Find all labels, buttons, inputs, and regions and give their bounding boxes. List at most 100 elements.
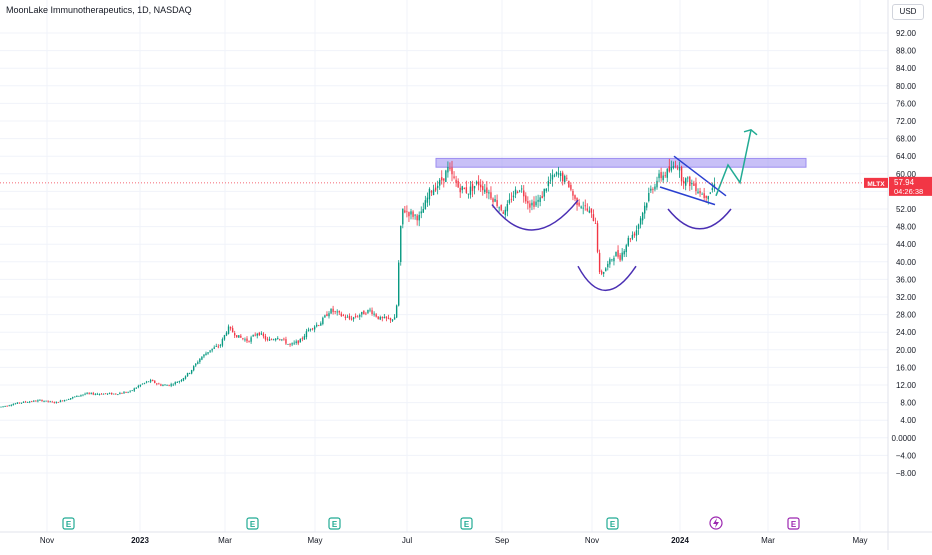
candle-body [592, 214, 595, 221]
x-tick-label: 2024 [671, 536, 689, 545]
candle-body [307, 329, 310, 332]
candle-body [467, 193, 470, 195]
candle-body [451, 167, 453, 175]
candle-body [350, 318, 353, 320]
candle-body [613, 257, 615, 262]
cup-arc-3[interactable] [667, 208, 732, 230]
y-tick-label: 80.00 [896, 82, 917, 91]
candle-body [31, 401, 33, 403]
y-tick-label: −8.00 [896, 469, 917, 478]
candle-body [701, 193, 703, 195]
candle-body [6, 405, 8, 407]
candle-body [469, 186, 472, 195]
candle-body [439, 179, 441, 186]
candle-body [533, 201, 535, 207]
candle-body [506, 203, 509, 212]
candle-body [59, 400, 62, 403]
candle-body [285, 339, 287, 344]
candle-body [227, 326, 230, 334]
candle-body [178, 381, 181, 383]
candle-body [281, 339, 283, 341]
x-tick-label: Sep [495, 536, 510, 545]
candle-body [465, 187, 468, 193]
candle-body [445, 170, 447, 183]
candle-body [8, 405, 10, 407]
candle-body [625, 245, 627, 253]
candle-body [410, 211, 412, 215]
earnings-marker[interactable] [787, 517, 800, 530]
candle-body [629, 238, 632, 240]
y-tick-label: 52.00 [896, 205, 917, 214]
candle-body [547, 180, 550, 187]
projection-arrowhead [743, 128, 758, 136]
candle-body [211, 348, 213, 351]
candle-body [461, 186, 463, 191]
candle-body [158, 383, 160, 385]
earnings-marker[interactable] [606, 517, 619, 530]
x-tick-label: Mar [761, 536, 775, 545]
candle-body [244, 339, 246, 341]
earnings-marker[interactable] [460, 517, 473, 530]
candle-body [529, 203, 531, 208]
candle-body [51, 401, 53, 403]
candle-body [682, 180, 685, 184]
candle-body [184, 376, 187, 379]
candle-body [564, 175, 566, 183]
candle-body [691, 183, 693, 185]
y-tick-label: 4.00 [900, 416, 916, 425]
currency-button[interactable]: USD [892, 4, 924, 20]
candle-body [287, 343, 289, 345]
candle-body [252, 335, 254, 337]
candle-body [594, 223, 597, 224]
price-badge-countdown: 04:26:38 [894, 187, 923, 196]
candle-body [238, 335, 240, 338]
candle-body [568, 180, 570, 188]
x-tick-label: May [852, 536, 867, 545]
candle-body [201, 356, 203, 360]
candle-body [422, 209, 424, 213]
candle-body [125, 392, 127, 393]
candle-body [123, 392, 125, 394]
candle-body [482, 186, 484, 191]
cup-arc-2[interactable] [577, 265, 637, 292]
y-tick-label: 48.00 [896, 223, 917, 232]
candle-body [80, 395, 82, 396]
candle-body [699, 191, 701, 194]
candle-body [633, 233, 636, 236]
candle-body [330, 308, 332, 314]
candle-body [402, 208, 404, 225]
candle-body [14, 403, 17, 405]
candle-body [605, 268, 607, 272]
candle-body [463, 188, 465, 189]
price-axis: 92.00 88.00 84.00 80.00 76.00 72.00 68.00 64.00… [887, 0, 932, 550]
candle-body [111, 392, 113, 395]
price-axis-bg[interactable] [888, 0, 932, 532]
candle-body [648, 192, 650, 202]
candle-body [18, 402, 21, 404]
candle-body [588, 210, 591, 213]
cup-arc-1[interactable] [491, 199, 579, 231]
candle-body [162, 384, 164, 386]
candle-body [176, 382, 178, 383]
candle-body [543, 188, 545, 197]
candle-body [365, 313, 367, 315]
candle-body [537, 199, 539, 202]
wedge-upper-line[interactable] [673, 155, 727, 197]
wedge-lower-line[interactable] [659, 186, 716, 206]
earnings-marker[interactable] [246, 517, 259, 530]
candle-body [705, 195, 707, 198]
candle-body [383, 317, 386, 319]
projection-arrow[interactable] [715, 129, 752, 197]
candle-body [635, 230, 638, 236]
candle-body [197, 362, 199, 364]
resistance-zone-rect[interactable] [435, 157, 807, 168]
x-tick-label: Nov [585, 536, 599, 545]
earnings-marker[interactable] [62, 517, 75, 530]
candle-body [668, 166, 670, 172]
earnings-marker-label: E [791, 520, 797, 529]
candle-body [248, 340, 250, 342]
earnings-marker[interactable] [328, 517, 341, 530]
